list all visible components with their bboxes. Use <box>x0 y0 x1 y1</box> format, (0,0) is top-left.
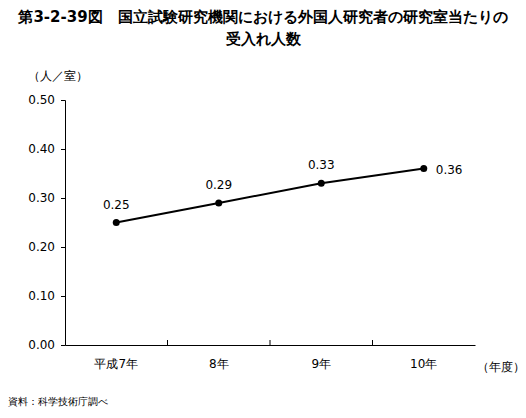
x-tick: 平成7年 <box>94 345 138 371</box>
y-axis-title: （人／室） <box>28 69 88 83</box>
data-label: 0.29 <box>205 178 232 192</box>
y-tick-mark <box>61 345 65 346</box>
source-note: 資料：科学技術庁調べ <box>8 396 108 407</box>
plot-area <box>113 165 428 226</box>
y-axis: 0.00 0.10 0.20 0.30 0.40 0.50 <box>28 93 65 352</box>
x-tick: 8年 <box>209 345 229 371</box>
y-tick-mark <box>61 149 65 150</box>
x-tick-label: 10年 <box>410 357 437 371</box>
y-tick-label: 0.20 <box>28 240 55 254</box>
data-label: 0.36 <box>436 163 463 177</box>
data-point <box>318 180 325 187</box>
y-tick-mark <box>61 198 65 199</box>
chart: 0.00 0.10 0.20 0.30 0.40 0.50 平成7年 8年 9年 10年 0.25 0… <box>0 0 526 418</box>
x-tick: 9年 <box>311 345 331 371</box>
y-tick: 0.40 <box>28 142 65 156</box>
y-tick-mark <box>61 296 65 297</box>
data-point <box>215 199 222 206</box>
x-divider <box>167 340 168 345</box>
y-tick-label: 0.00 <box>28 338 55 352</box>
data-point <box>113 219 120 226</box>
x-divider <box>270 340 271 345</box>
data-point <box>420 165 427 172</box>
y-tick: 0.30 <box>28 191 65 205</box>
x-axis: 平成7年 8年 9年 10年 <box>66 345 476 371</box>
y-tick-label: 0.40 <box>28 142 55 156</box>
y-tick: 0.10 <box>28 289 65 303</box>
y-axis-line <box>61 101 66 346</box>
x-tick-label: 8年 <box>209 357 229 371</box>
y-tick-label: 0.10 <box>28 289 55 303</box>
x-tick: 10年 <box>410 345 437 371</box>
x-divider <box>372 340 373 345</box>
x-tick-label: 平成7年 <box>94 357 138 371</box>
y-tick: 0.50 <box>28 93 65 107</box>
y-tick: 0.20 <box>28 240 65 254</box>
x-axis-title: （年度） <box>477 360 525 374</box>
x-tick-label: 9年 <box>311 357 331 371</box>
y-tick: 0.00 <box>28 338 65 352</box>
y-tick-mark <box>61 100 65 101</box>
y-tick-label: 0.30 <box>28 191 55 205</box>
x-axis-line <box>66 345 476 346</box>
data-label: 0.33 <box>308 158 335 172</box>
y-tick-mark <box>61 247 65 248</box>
data-label: 0.25 <box>103 198 130 212</box>
chart-title: 第3-2-39図 国立試験研究機関における外国人研究者の研究室当たりの受入れ人数 <box>12 6 514 50</box>
data-line <box>116 169 424 223</box>
y-tick-label: 0.50 <box>28 93 55 107</box>
